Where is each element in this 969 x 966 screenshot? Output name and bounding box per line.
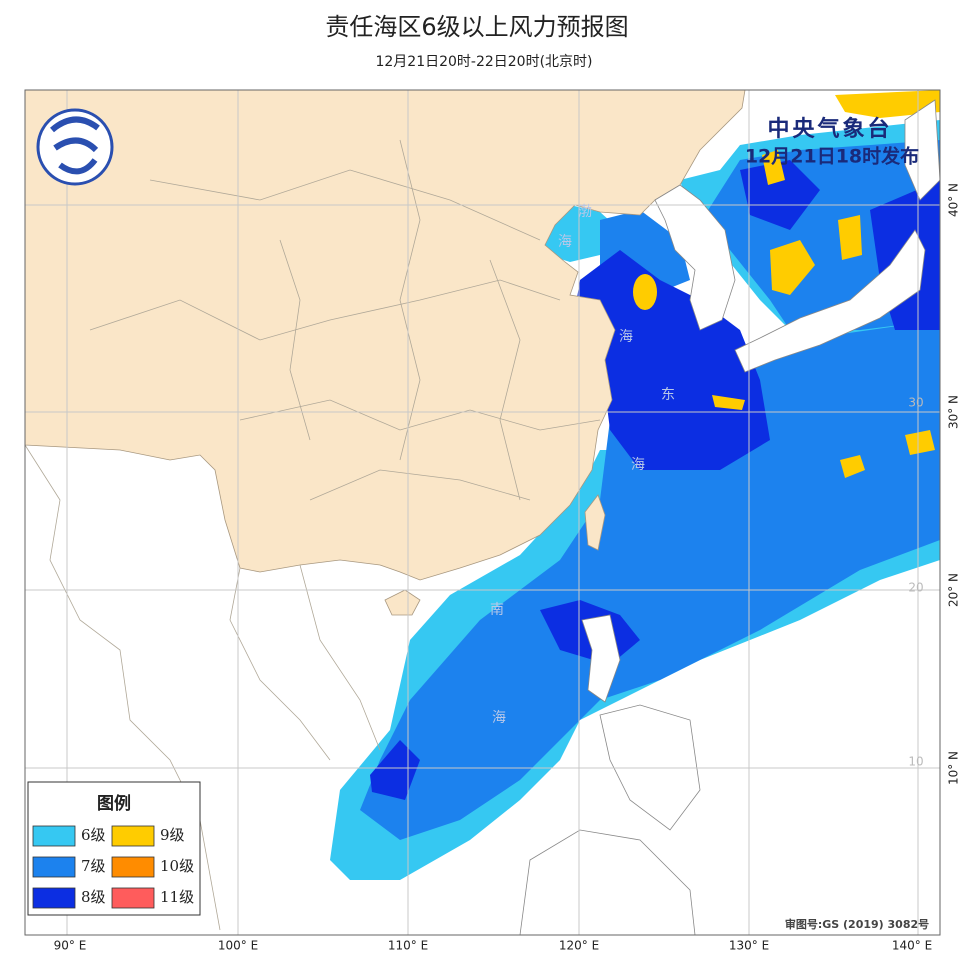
map-frame: [24, 89, 941, 936]
sea-label: 海: [558, 234, 572, 250]
wind-9: [712, 395, 745, 410]
legend-swatch: [111, 856, 155, 878]
legend-label: 10级: [160, 857, 194, 875]
lat-label: 20° N: [947, 573, 961, 607]
issue-time: 12月21日18时发布: [745, 145, 919, 168]
lat-label: 30° N: [947, 395, 961, 429]
lon-label: 100° E: [218, 939, 258, 953]
wind-9: [840, 455, 865, 478]
wind-9: [835, 90, 940, 118]
luzon: [581, 614, 621, 703]
inner-lat-label: 10: [908, 755, 923, 769]
legend-label: 6级: [81, 826, 106, 844]
legend-swatch: [111, 887, 155, 909]
legend-label: 7级: [81, 857, 106, 875]
wind-9: [762, 150, 785, 185]
logo: [36, 108, 114, 186]
map-body: [24, 89, 941, 936]
japan: [734, 229, 926, 373]
inner-lat-label: 20: [908, 581, 923, 595]
sea-label: 海: [492, 710, 506, 726]
korea: [654, 184, 736, 331]
inner-lat-label: 30: [908, 396, 923, 410]
wind-8: [575, 250, 770, 470]
province-borders: [89, 139, 601, 501]
legend-title: 图例: [97, 793, 131, 814]
japan-north: [904, 99, 941, 201]
legend-label: 11级: [160, 888, 194, 906]
legend-swatch: [32, 856, 76, 878]
legend-swatch: [32, 887, 76, 909]
approval-number: 审图号:GS (2019) 3082号: [785, 917, 929, 931]
wind-8: [740, 160, 820, 230]
subtitle: 12月21日20时-22日20时(北京时): [375, 54, 592, 70]
legend-label: 9级: [160, 826, 185, 844]
legend-label: 8级: [81, 888, 106, 906]
sea-label: 海: [619, 329, 633, 345]
wind-7: [360, 320, 940, 840]
china-land: [24, 89, 746, 581]
sea-label: 海: [631, 457, 645, 473]
wind-9: [905, 430, 935, 455]
lat-label: 10° N: [947, 751, 961, 785]
lat-label: 40° N: [947, 183, 961, 217]
wind-9: [770, 240, 815, 295]
wind-9: [838, 215, 862, 260]
legend: 图例 6级 7级 8级 9级 10级 11级: [27, 781, 201, 916]
wind-9: [633, 274, 657, 310]
lon-label: 90° E: [54, 939, 87, 953]
lon-label: 110° E: [388, 939, 428, 953]
issuer-name: 中央气象台: [767, 116, 892, 142]
taiwan: [584, 494, 606, 551]
sea-label: 东: [661, 387, 675, 403]
lon-label: 130° E: [729, 939, 769, 953]
lon-label: 140° E: [892, 939, 932, 953]
hainan: [384, 589, 421, 616]
lon-label: 120° E: [559, 939, 599, 953]
sea-label: 渤: [578, 204, 592, 220]
sea-label: 南: [490, 602, 504, 618]
legend-swatch: [32, 825, 76, 847]
title: 责任海区6级以上风力预报图: [325, 13, 628, 41]
legend-swatch: [111, 825, 155, 847]
